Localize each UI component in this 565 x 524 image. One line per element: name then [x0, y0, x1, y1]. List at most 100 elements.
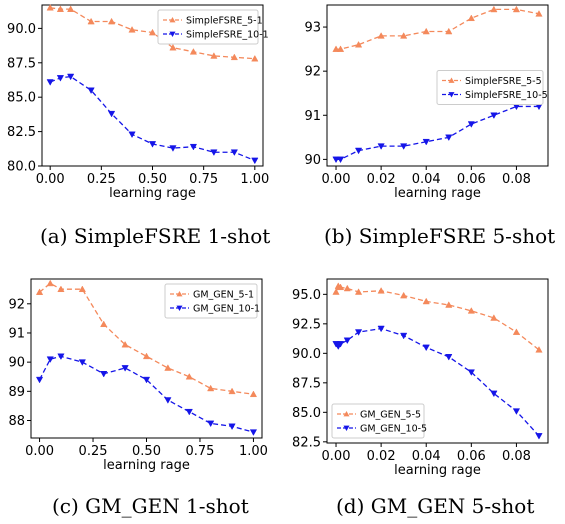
legend-label: SimpleFSRE_10-1	[186, 30, 269, 41]
data-point	[251, 54, 259, 62]
y-tick-label: 80.0	[7, 160, 36, 175]
y-tick-label: 87.5	[292, 376, 321, 391]
x-tick-label: 0.06	[457, 172, 486, 187]
x-tick-label: 0.08	[502, 449, 531, 464]
x-axis-label: learning rage	[394, 463, 481, 478]
y-tick-label: 88	[8, 414, 25, 429]
data-point	[467, 121, 475, 128]
series-line-SimpleFSRE_10-5	[336, 105, 539, 161]
y-tick-label: 85.0	[292, 406, 321, 421]
data-point	[336, 283, 345, 291]
series-line-GM_GEN_10-1	[38, 355, 254, 433]
y-tick-label: 92.5	[292, 317, 321, 332]
y-tick-label: 82.5	[292, 435, 321, 450]
chart-panel-a: 0.00 0.25 0.50 0.75 1.00 80.0 82.5 85.0 87.5 90.0…	[7, 4, 269, 201]
data-point	[354, 288, 363, 295]
data-point	[336, 156, 345, 164]
chart-panel-b: 0.00 0.02 0.04 0.06 0.08 90 91 92 93 learning rag…	[304, 4, 549, 201]
data-point	[354, 40, 363, 48]
data-point	[445, 354, 453, 361]
data-point	[535, 10, 543, 17]
x-tick-label: 0.50	[132, 444, 161, 459]
data-point	[142, 376, 151, 384]
data-point	[512, 408, 521, 415]
y-tick-label: 90	[304, 153, 321, 168]
legend-label: GM_GEN_5-5	[360, 410, 421, 421]
y-tick-label: 90.0	[292, 347, 321, 362]
data-point	[46, 4, 54, 11]
caption-a: (a) SimpleFSRE 1-shot	[40, 224, 271, 248]
data-point	[189, 143, 198, 151]
legend-label: GM_GEN_5-1	[193, 290, 254, 301]
data-point	[142, 352, 151, 360]
axes-frame	[326, 278, 549, 444]
x-axis-label: learning rage	[394, 186, 481, 201]
legend-marker	[343, 425, 350, 431]
x-tick-label: 0.04	[412, 172, 441, 187]
data-point	[164, 397, 172, 404]
caption-d: (d) GM_GEN 5-shot	[336, 494, 535, 518]
y-tick-label: 82.5	[7, 125, 36, 140]
data-point	[87, 17, 95, 25]
data-point	[56, 5, 65, 12]
x-tick-label: 0.00	[322, 449, 351, 464]
series-line-SimpleFSRE_5-5	[336, 8, 540, 50]
data-point	[67, 5, 75, 12]
x-tick-label: 0.00	[36, 172, 65, 187]
data-point	[445, 301, 453, 308]
data-point	[251, 157, 259, 165]
data-point	[467, 307, 475, 314]
data-point	[249, 429, 258, 436]
y-tick-label: 95.0	[292, 288, 321, 303]
caption-c: (c) GM_GEN 1-shot	[52, 494, 249, 518]
series-line-GM_GEN_5-1	[39, 282, 254, 395]
x-tick-label: 0.75	[185, 444, 214, 459]
series-line-GM_GEN_5-5	[335, 285, 540, 351]
y-tick-label: 91	[8, 326, 25, 341]
data-point	[535, 346, 543, 353]
y-tick-label: 92	[8, 297, 25, 312]
data-point	[35, 288, 44, 295]
data-point	[189, 48, 198, 55]
data-point	[336, 45, 345, 52]
data-point	[100, 320, 108, 328]
y-tick-label: 92	[304, 65, 321, 80]
x-tick-label: 0.00	[322, 172, 351, 187]
data-point	[107, 17, 116, 25]
data-point	[343, 284, 351, 292]
y-tick-label: 85.0	[7, 91, 36, 106]
data-point	[377, 325, 385, 333]
data-point	[78, 285, 86, 293]
data-point	[354, 147, 363, 155]
data-point	[207, 384, 215, 392]
data-point	[422, 344, 430, 352]
data-point	[400, 332, 408, 340]
legend-marker	[448, 92, 455, 98]
data-point	[121, 340, 129, 348]
legend: GM_GEN_5-5 GM_GEN_10-5	[331, 403, 427, 439]
data-point	[169, 145, 177, 152]
data-point	[377, 143, 385, 150]
legend-label: SimpleFSRE_5-5	[465, 76, 542, 87]
data-point	[46, 279, 54, 287]
data-point	[332, 288, 340, 295]
data-point	[128, 131, 136, 139]
x-axis-label: learning rage	[109, 186, 196, 201]
data-point	[249, 390, 258, 398]
chart-panel-d: 0.00 0.02 0.04 0.06 0.08 82.5 85.0 87.5 90.0 92.5…	[292, 278, 549, 478]
data-point	[35, 376, 44, 384]
x-tick-label: 0.50	[138, 172, 167, 187]
data-point	[422, 138, 430, 146]
data-point	[377, 32, 385, 39]
data-point	[490, 5, 498, 13]
data-point	[57, 353, 65, 361]
y-tick-label: 90	[8, 356, 25, 371]
legend-box	[331, 403, 425, 439]
data-point	[467, 14, 475, 22]
data-point	[332, 45, 340, 52]
data-point	[490, 390, 498, 398]
legend: GM_GEN_5-1 GM_GEN_10-1	[164, 283, 260, 319]
data-point	[422, 297, 430, 305]
data-point	[210, 149, 218, 156]
y-tick-label: 93	[304, 21, 321, 36]
